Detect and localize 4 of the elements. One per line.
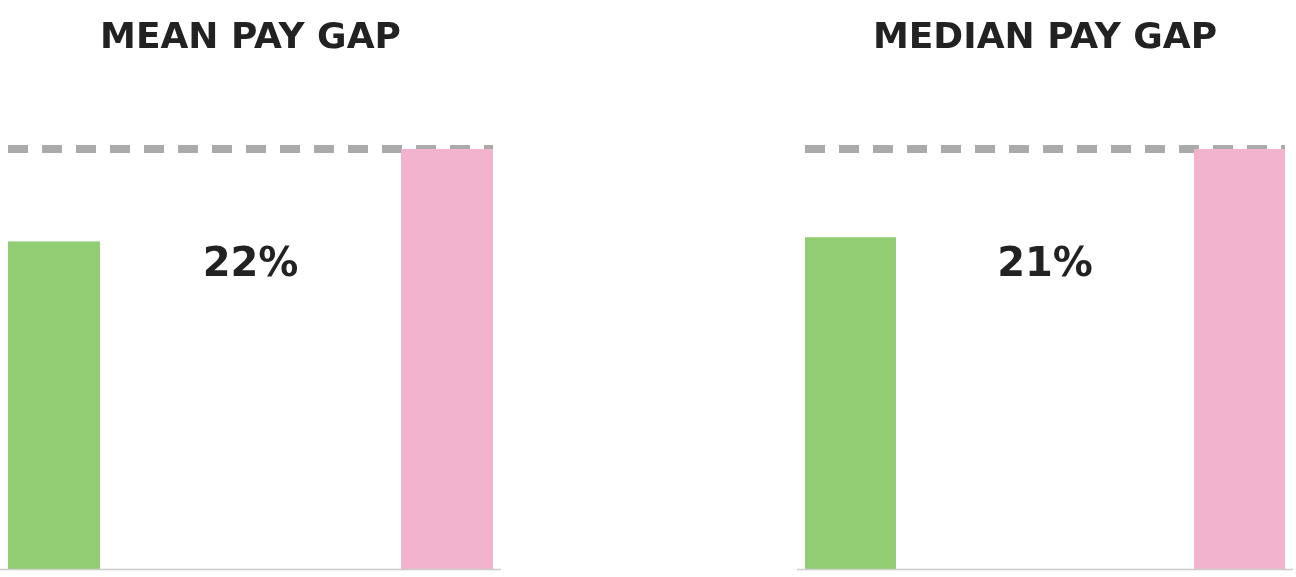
chart-title: MEAN PAY GAP [100,15,401,56]
chart-title: MEDIAN PAY GAP [872,15,1218,56]
annotation: 21% [997,239,1093,285]
annotation: 22% [202,239,299,285]
